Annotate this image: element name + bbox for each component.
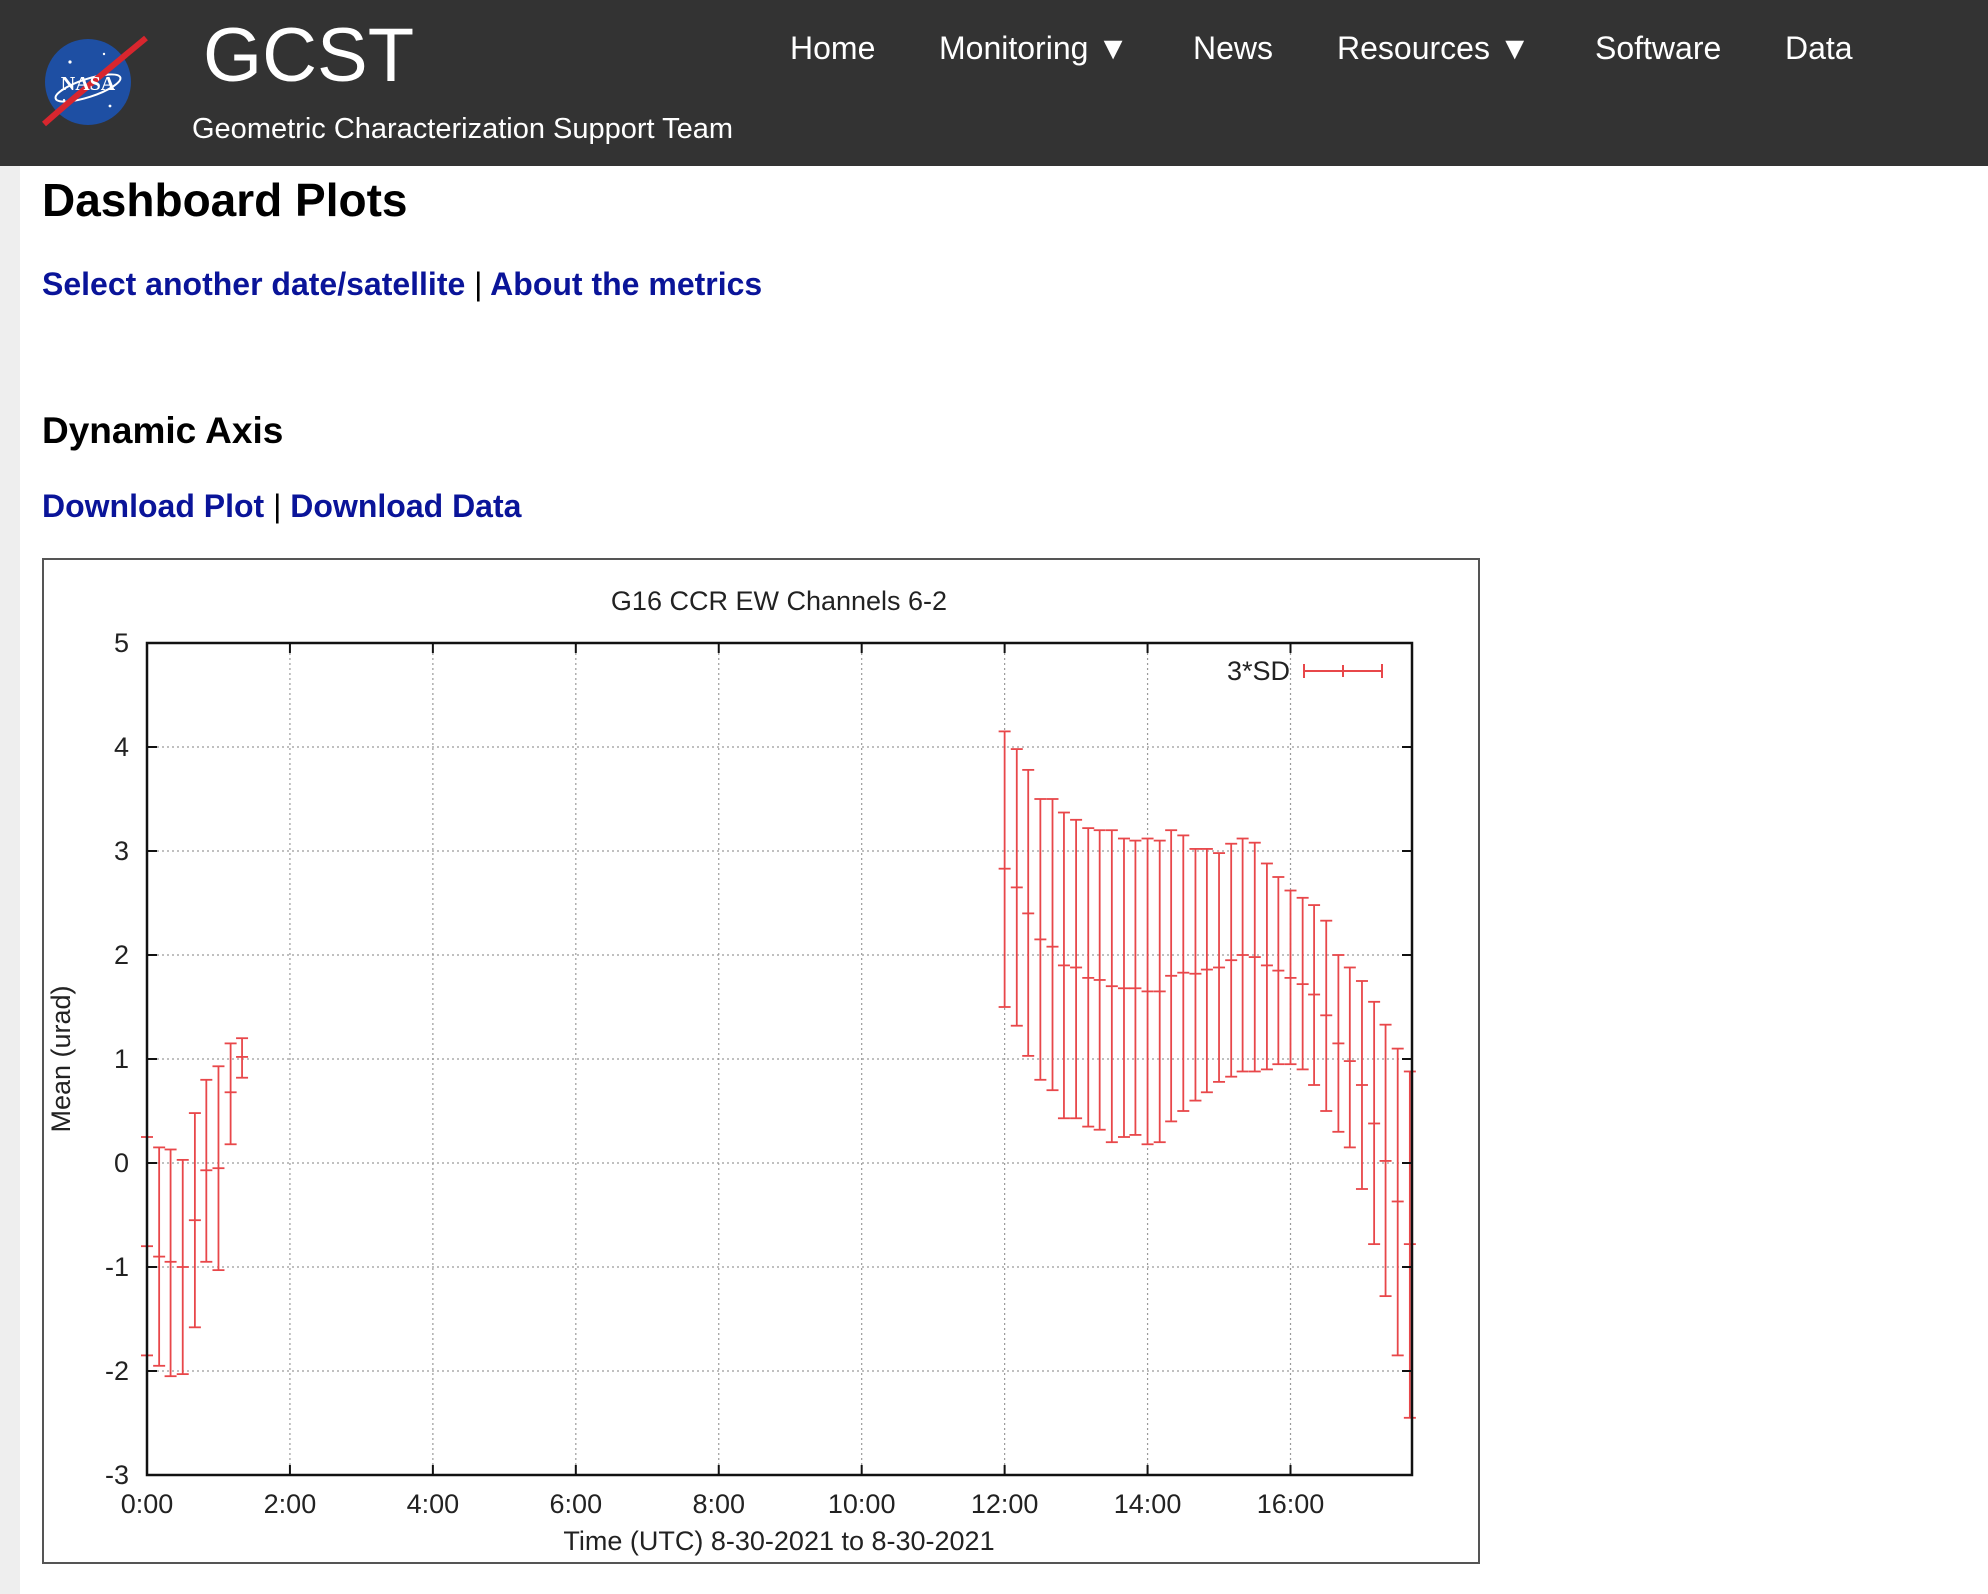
y-tick-label: 4: [114, 732, 129, 762]
x-tick-label: 14:00: [1114, 1489, 1182, 1519]
x-tick-label: 0:00: [121, 1489, 174, 1519]
error-bar: [1117, 837, 1130, 1138]
y-axis-label: Mean (urad): [46, 985, 76, 1132]
error-bar: [1225, 842, 1238, 1078]
site-header: NASA GCST Geometric Characterization Sup…: [0, 0, 1988, 166]
error-bar: [153, 1146, 166, 1367]
error-bar: [1165, 829, 1178, 1123]
chart-grid: [147, 643, 1412, 1475]
svg-text:NASA: NASA: [61, 73, 116, 95]
error-bar: [1320, 919, 1333, 1112]
x-tick-label: 10:00: [828, 1489, 896, 1519]
legend-label: 3*SD: [1227, 656, 1290, 686]
link-separator: |: [474, 266, 483, 302]
x-axis-label: Time (UTC) 8-30-2021 to 8-30-2021: [563, 1526, 994, 1556]
error-bar: [1213, 852, 1226, 1083]
error-bar: [1057, 811, 1070, 1120]
y-tick-label: 5: [114, 628, 129, 658]
nav-home[interactable]: Home: [790, 30, 876, 66]
x-tick-label: 4:00: [407, 1489, 460, 1519]
page-left-margin: [0, 166, 20, 1594]
legend-marker: [1303, 664, 1383, 678]
error-bar: [1189, 848, 1202, 1102]
error-bar: [1177, 834, 1190, 1112]
error-bar: [1022, 768, 1035, 1057]
error-bar: [164, 1148, 177, 1378]
about-metrics-link[interactable]: About the metrics: [490, 266, 763, 302]
error-bar: [1010, 748, 1023, 1027]
site-title[interactable]: GCST: [203, 13, 415, 98]
chart-series: [141, 730, 1416, 1419]
error-bar: [224, 1042, 237, 1146]
error-bar: [1379, 1023, 1392, 1298]
error-bar: [1082, 827, 1095, 1128]
y-tick-label: 3: [114, 836, 129, 866]
chart-axes: 0:00 2:00 4:00 6:00 8:00 10:00 12:00 14:00 16:00…: [105, 628, 1412, 1519]
nav-monitoring[interactable]: Monitoring ▼: [939, 30, 1129, 66]
x-tick-label: 2:00: [264, 1489, 317, 1519]
select-date-satellite-link[interactable]: Select another date/satellite: [42, 266, 466, 302]
nav-resources[interactable]: Resources ▼: [1337, 30, 1531, 66]
error-bar: [1236, 837, 1249, 1073]
y-tick-label: -2: [105, 1356, 129, 1386]
error-bar: [1200, 848, 1213, 1094]
y-tick-label: 2: [114, 940, 129, 970]
dashboard-chart: 0:00 2:00 4:00 6:00 8:00 10:00 12:00 14:00 16:00…: [46, 586, 1416, 1556]
x-tick-label: 6:00: [550, 1489, 603, 1519]
error-bar: [1343, 966, 1356, 1149]
section-title: Dynamic Axis: [42, 410, 284, 451]
link-separator: |: [273, 488, 282, 524]
chart-title: G16 CCR EW Channels 6-2: [611, 586, 947, 616]
error-bar: [1308, 904, 1321, 1086]
error-bar: [176, 1158, 189, 1376]
error-bar: [1153, 839, 1166, 1144]
y-tick-label: -1: [105, 1252, 129, 1282]
y-tick-label: 1: [114, 1044, 129, 1074]
error-bar: [1260, 862, 1273, 1071]
download-data-link[interactable]: Download Data: [290, 488, 522, 524]
x-tick-label: 16:00: [1257, 1489, 1325, 1519]
y-tick-label: 0: [114, 1148, 129, 1178]
error-bar: [236, 1037, 249, 1079]
error-bar: [1046, 798, 1059, 1092]
plot-frame: 0:00 2:00 4:00 6:00 8:00 10:00 12:00 14:00 16:00…: [42, 558, 1480, 1564]
error-bar: [1332, 954, 1345, 1133]
download-plot-link[interactable]: Download Plot: [42, 488, 265, 524]
chart-legend: 3*SD: [1227, 656, 1383, 686]
download-links: Download Plot | Download Data: [42, 486, 521, 526]
error-bar: [1070, 818, 1083, 1120]
y-tick-label: -3: [105, 1460, 129, 1490]
error-bar: [1391, 1047, 1404, 1357]
x-tick-label: 8:00: [692, 1489, 745, 1519]
error-bar: [1129, 839, 1142, 1136]
error-bar: [1105, 829, 1118, 1144]
error-bar: [212, 1065, 225, 1272]
site-subtitle: Geometric Characterization Support Team: [192, 113, 734, 145]
nav-news[interactable]: News: [1193, 30, 1274, 66]
dashboard-links: Select another date/satellite | About th…: [42, 264, 762, 304]
nasa-logo-icon[interactable]: NASA: [40, 32, 150, 128]
error-bar: [1248, 841, 1261, 1073]
error-bar: [188, 1112, 201, 1329]
error-bar: [1141, 837, 1154, 1146]
error-bar: [1355, 980, 1368, 1190]
error-bar: [200, 1078, 213, 1263]
error-bar: [1284, 889, 1297, 1066]
error-bar: [998, 730, 1011, 1008]
error-bar: [1093, 829, 1106, 1131]
nav-software[interactable]: Software: [1595, 30, 1722, 66]
x-tick-label: 12:00: [971, 1489, 1039, 1519]
page-title: Dashboard Plots: [42, 174, 408, 226]
error-bar: [1296, 896, 1309, 1071]
error-bar: [1403, 1070, 1416, 1419]
error-bar: [1368, 1000, 1381, 1246]
nav-data[interactable]: Data: [1785, 30, 1853, 66]
error-bar: [1272, 876, 1285, 1066]
error-bar: [1034, 798, 1047, 1081]
